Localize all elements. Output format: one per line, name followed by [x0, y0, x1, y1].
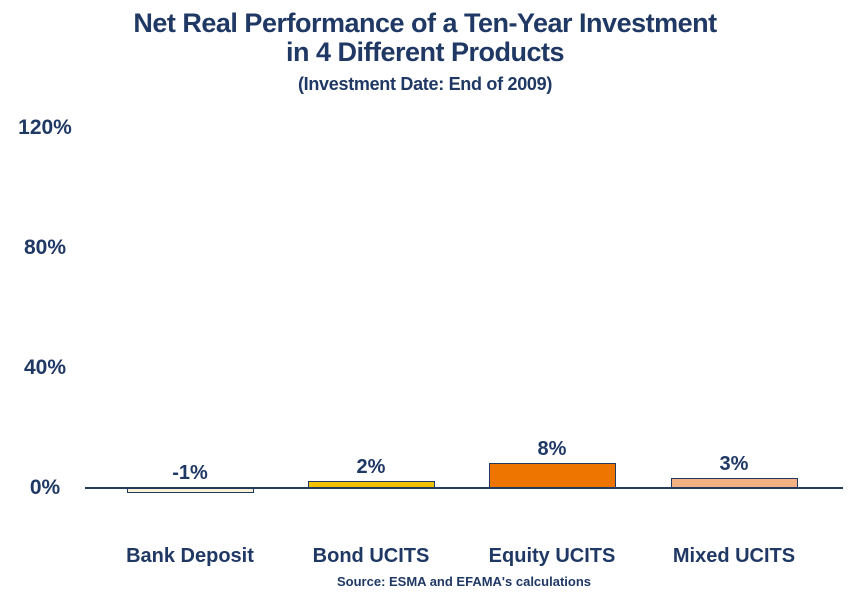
bar-value-label-bond-ucits: 2%: [356, 456, 386, 478]
y-axis-tick-80: 80%: [23, 236, 67, 259]
bar-bond-ucits: [307, 480, 435, 488]
x-axis-line: [85, 487, 843, 489]
chart-title-line2: in 4 Different Products: [285, 37, 565, 67]
bar-bank-deposit: [126, 488, 254, 493]
chart-subtitle: (Investment Date: End of 2009): [297, 74, 553, 94]
bar-value-label-bank-deposit: -1%: [172, 462, 208, 484]
y-axis-tick-120: 120%: [18, 116, 72, 139]
bar-group-equity-ucits: 8% Equity UCITS: [488, 0, 616, 600]
bar-group-bank-deposit: -1% Bank Deposit: [126, 0, 254, 600]
bar-group-bond-ucits: 2% Bond UCITS: [307, 0, 435, 600]
category-label-mixed-ucits: Mixed UCITS: [672, 545, 796, 567]
y-axis-tick-40: 40%: [23, 356, 67, 379]
bar-value-label-equity-ucits: 8%: [537, 438, 567, 460]
category-label-bond-ucits: Bond UCITS: [312, 545, 430, 567]
source-note: Source: ESMA and EFAMA's calculations: [337, 574, 591, 589]
bar-mixed-ucits: [670, 477, 798, 488]
y-axis-tick-0: 0%: [29, 476, 61, 499]
bar-equity-ucits: [488, 462, 616, 488]
category-label-equity-ucits: Equity UCITS: [488, 545, 616, 567]
bar-value-label-mixed-ucits: 3%: [719, 453, 749, 475]
bar-group-mixed-ucits: 3% Mixed UCITS: [670, 0, 798, 600]
chart-title: Net Real Performance of a Ten-Year Inves…: [0, 9, 850, 67]
chart-title-line1: Net Real Performance of a Ten-Year Inves…: [133, 8, 717, 38]
category-label-bank-deposit: Bank Deposit: [126, 545, 254, 567]
